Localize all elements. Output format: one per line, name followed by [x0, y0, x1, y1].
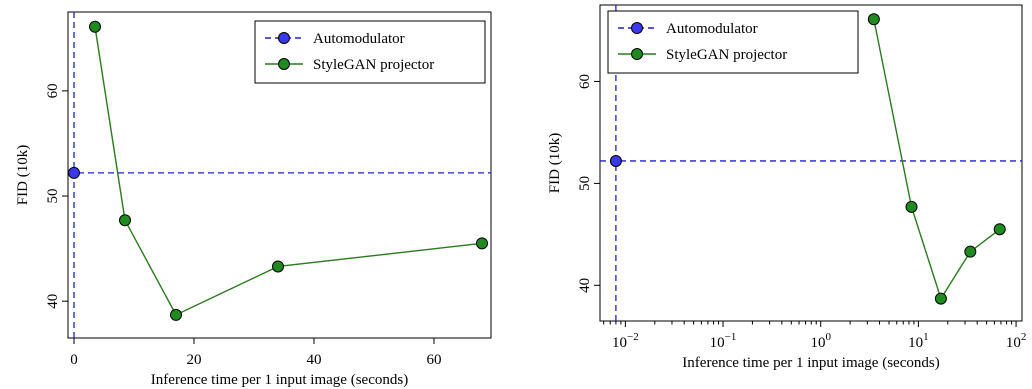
chart-1-series-2-point [119, 214, 131, 227]
chart-2-x-tick-base: 10 [710, 335, 725, 351]
chart-2-x-tick-label: 100 [810, 331, 831, 351]
chart-2-x-tick-base: 10 [908, 335, 923, 351]
chart-2-x-tick-exp: 0 [825, 331, 831, 343]
chart-2-x-tick-base: 10 [612, 335, 627, 351]
chart-2-x-tick-exp: −2 [627, 331, 639, 343]
chart-1-x-tick-label: 20 [187, 352, 202, 368]
chart-1-series-2-point [272, 260, 284, 273]
chart-1-y-axis-label: FID (10k) [15, 145, 31, 205]
chart-2-x-axis-label: Inference time per 1 input image (second… [682, 355, 939, 371]
chart-1-x-axis-label: Inference time per 1 input image (second… [151, 372, 408, 388]
chart-1-legend-swatch-marker [278, 58, 290, 70]
chart-2-legend-entry: Automodulator [666, 21, 758, 37]
chart-2-x-tick-exp: 1 [923, 331, 929, 343]
chart-2-y-tick-label: 50 [577, 176, 593, 191]
chart-2-series-2-point [905, 200, 918, 213]
chart-2-x-tick-label: 10−2 [612, 331, 639, 351]
chart-2-series-1-point [609, 154, 622, 167]
chart-2-series-2-point [934, 292, 947, 305]
chart-2-legend: Automodulator StyleGAN projector [607, 10, 859, 74]
chart-1-x-tick-label: 0 [70, 352, 78, 368]
chart-2-x-tick-base: 10 [810, 335, 825, 351]
chart-1-series-2-point [89, 20, 101, 33]
chart-2-x-tick-label: 101 [908, 331, 929, 351]
chart-1-legend-entry: Automodulator [313, 31, 405, 47]
chart-2-y-tick-label: 40 [577, 278, 593, 293]
chart-2-y-axis-label: FID (10k) [547, 133, 563, 193]
chart-2-series-2-line [873, 19, 1001, 301]
chart-1-series-2-point [170, 308, 182, 321]
chart-1-series-1-point [68, 166, 80, 179]
chart-1-legend-entry: StyleGAN projector [313, 57, 434, 73]
chart-1-x-tick-label: 40 [307, 352, 322, 368]
chart-1-group: 0 20 40 60 40 50 60 Inference time per 1 input … [15, 11, 492, 388]
chart-1-series-2-point [476, 237, 488, 250]
chart-2-legend-entry: StyleGAN projector [666, 47, 787, 63]
chart-2-series-2-point [964, 245, 977, 258]
chart-1-y-tick-label: 50 [45, 189, 61, 204]
chart-2-x-tick-base: 10 [1006, 335, 1021, 351]
chart-2-x-tick-label: 10−1 [710, 331, 737, 351]
chart-1-legend: Automodulator StyleGAN projector [254, 20, 486, 84]
chart-2-legend-swatch-marker [631, 48, 643, 60]
chart-2-x-tick-label: 102 [1006, 331, 1027, 351]
chart-2-y-tick-label: 60 [577, 74, 593, 89]
chart-2-legend-swatch-marker [631, 22, 643, 34]
chart-2-series-2-point [993, 223, 1006, 236]
chart-1-axes-frame [67, 11, 492, 339]
chart-2-x-tick-exp: −1 [725, 331, 737, 343]
chart-2-legend-box [607, 10, 859, 74]
chart-1-y-tick-label: 60 [45, 83, 61, 98]
chart-1-x-tick-label: 60 [427, 352, 442, 368]
chart-1-legend-swatch-marker [278, 32, 290, 44]
chart-2-x-tick-exp: 2 [1021, 331, 1027, 343]
chart-1-y-tick-label: 40 [45, 294, 61, 309]
chart-1-legend-box [254, 20, 486, 84]
chart-2-series-2-point [867, 13, 880, 26]
